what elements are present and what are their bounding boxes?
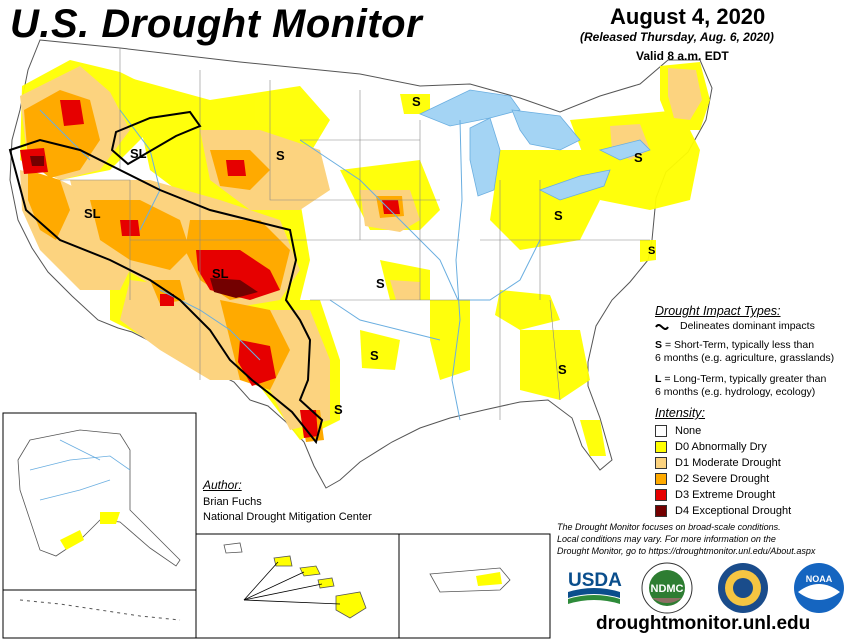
legend-d0-label: D0 Abnormally Dry xyxy=(675,441,767,453)
s-label-montana: S xyxy=(276,148,285,163)
s-label-georgia: S xyxy=(558,362,567,377)
s-label-minnesota: S xyxy=(412,94,421,109)
usda-seal-logo xyxy=(718,563,768,613)
s-label-texas: S xyxy=(334,402,343,417)
legend-none-label: None xyxy=(675,425,702,437)
short-term-letter: S xyxy=(655,339,663,351)
svg-text:USDA: USDA xyxy=(568,570,622,591)
map-date: August 4, 2020 xyxy=(610,4,766,29)
s-label-oklahoma: S xyxy=(370,348,379,363)
svg-text:NDMC: NDMC xyxy=(651,583,684,595)
swatch-d1 xyxy=(655,457,667,469)
valid-time: Valid 8 a.m. EDT xyxy=(636,49,729,63)
legend-d1: D1 Moderate Drought xyxy=(655,457,781,469)
disclaimer-line-1: The Drought Monitor focuses on broad-sca… xyxy=(557,522,781,532)
hawaii-islands xyxy=(223,542,367,619)
swatch-d2 xyxy=(655,473,667,485)
legend-d2: D2 Severe Drought xyxy=(655,473,769,485)
svg-text:NOAA: NOAA xyxy=(806,574,833,584)
sl-label-nevada: SL xyxy=(84,206,101,221)
usda-logo: USDA xyxy=(568,570,622,604)
long-term-letter: L xyxy=(655,373,662,385)
state-boundaries xyxy=(60,48,650,420)
legend-none: None xyxy=(655,425,701,437)
swatch-d3 xyxy=(655,489,667,501)
swatch-d4 xyxy=(655,505,667,517)
rivers xyxy=(39,109,541,421)
sl-label-idaho: SL xyxy=(130,146,147,161)
legend-d2-label: D2 Severe Drought xyxy=(675,473,770,485)
release-date: (Released Thursday, Aug. 6, 2020) xyxy=(580,30,774,44)
s-label-ohio: S xyxy=(554,208,563,223)
legend-d4-label: D4 Exceptional Drought xyxy=(675,505,792,517)
disclaimer-line-2: Local conditions may vary. For more info… xyxy=(557,534,776,544)
author-org: National Drought Mitigation Center xyxy=(203,511,372,523)
long-term-text: = Long-Term, typically greater than xyxy=(664,373,827,385)
delineate-line-icon xyxy=(655,324,669,330)
s-label-newyork: S xyxy=(634,150,643,165)
legend-d3: D3 Extreme Drought xyxy=(655,489,775,501)
page-title: U.S. Drought Monitor xyxy=(10,2,423,46)
delineates-text: Delineates dominant impacts xyxy=(680,320,815,332)
author-title: Author: xyxy=(203,478,242,492)
alaska-outline xyxy=(17,429,181,567)
legend-d0: D0 Abnormally Dry xyxy=(655,441,767,453)
d4-areas xyxy=(30,156,258,298)
s-label-kansas: S xyxy=(376,276,385,291)
long-term-key: L = Long-Term, typically greater than 6 … xyxy=(655,373,826,399)
legend-d1-label: D1 Moderate Drought xyxy=(675,457,781,469)
long-term-text-2: 6 months (e.g. hydrology, ecology) xyxy=(655,386,816,398)
swatch-d0 xyxy=(655,441,667,453)
disclaimer-line-3: Drought Monitor, go to https://droughtmo… xyxy=(557,546,816,556)
swatch-none xyxy=(655,425,667,437)
ndmc-logo: NDMC xyxy=(641,562,693,614)
sl-label-colorado: SL xyxy=(212,266,229,281)
short-term-text-2: 6 months (e.g. agriculture, grasslands) xyxy=(655,352,835,364)
author-name: Brian Fuchs xyxy=(203,496,262,508)
great-lakes xyxy=(419,89,651,201)
legend-d3-label: D3 Extreme Drought xyxy=(675,489,776,501)
noaa-logo: NOAA xyxy=(794,563,844,613)
s-label-maryland: S xyxy=(648,245,655,257)
impact-lines xyxy=(8,110,324,445)
short-term-key: S = Short-Term, typically less than 6 mo… xyxy=(655,339,834,365)
intensity-title: Intensity: xyxy=(655,406,706,420)
website-link[interactable]: droughtmonitor.unl.edu xyxy=(596,613,811,634)
short-term-text: = Short-Term, typically less than xyxy=(664,339,815,351)
legend-d4: D4 Exceptional Drought xyxy=(655,505,791,517)
impact-types-title: Drought Impact Types: xyxy=(655,304,781,318)
